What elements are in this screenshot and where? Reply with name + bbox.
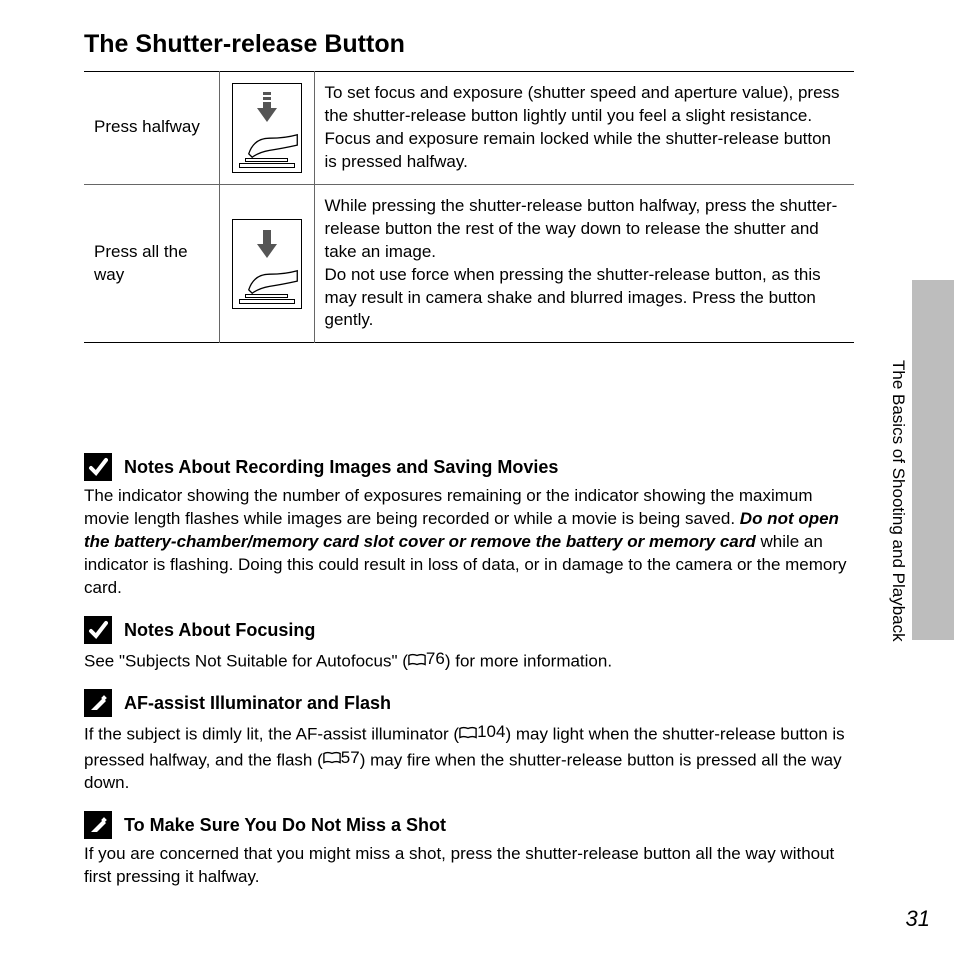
table-row: Press halfway To set focus and exposure … (84, 72, 854, 185)
pencil-icon (84, 689, 112, 717)
note-block: Notes About Focusing See "Subjects Not S… (84, 616, 854, 673)
note-body: See "Subjects Not Suitable for Autofocus… (84, 648, 854, 673)
note-title: AF-assist Illuminator and Flash (124, 693, 391, 714)
row-label: Press halfway (84, 72, 219, 185)
press-full-icon (232, 219, 302, 309)
note-block: Notes About Recording Images and Saving … (84, 453, 854, 600)
side-section-label: The Basics of Shooting and Playback (888, 360, 908, 642)
pencil-icon (84, 811, 112, 839)
note-body: The indicator showing the number of expo… (84, 485, 854, 600)
shutter-table: Press halfway To set focus and exposure … (84, 71, 854, 343)
row-desc: To set focus and exposure (shutter speed… (314, 72, 854, 185)
book-ref-icon: 57 (323, 747, 360, 770)
row-icon-cell (219, 72, 314, 185)
side-tab (912, 280, 954, 640)
row-icon-cell (219, 184, 314, 343)
note-body: If the subject is dimly lit, the AF-assi… (84, 721, 854, 795)
note-title: Notes About Recording Images and Saving … (124, 457, 558, 478)
page-title: The Shutter-release Button (84, 30, 854, 59)
book-ref-icon: 76 (408, 648, 445, 671)
press-half-icon (232, 83, 302, 173)
check-icon (84, 453, 112, 481)
note-body: If you are concerned that you might miss… (84, 843, 854, 889)
note-block: AF-assist Illuminator and Flash If the s… (84, 689, 854, 795)
row-desc: While pressing the shutter-release butto… (314, 184, 854, 343)
note-block: To Make Sure You Do Not Miss a Shot If y… (84, 811, 854, 889)
check-icon (84, 616, 112, 644)
book-ref-icon: 104 (459, 721, 505, 744)
note-title: Notes About Focusing (124, 620, 315, 641)
note-title: To Make Sure You Do Not Miss a Shot (124, 815, 446, 836)
table-row: Press all the way While pressing the shu… (84, 184, 854, 343)
row-label: Press all the way (84, 184, 219, 343)
page-number: 31 (906, 906, 930, 932)
